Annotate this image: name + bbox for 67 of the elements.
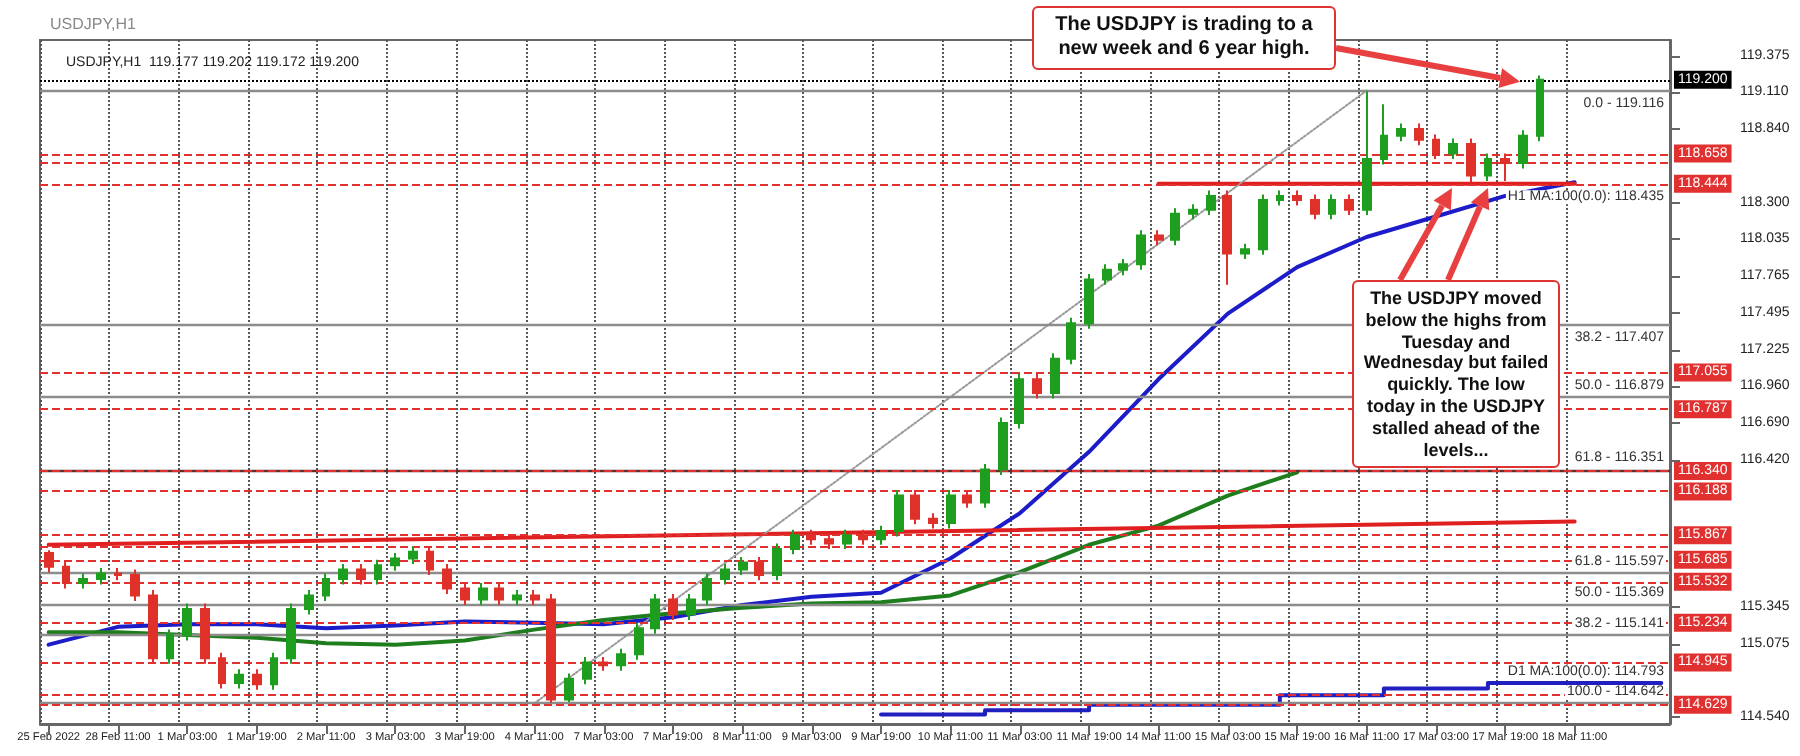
candlestick	[1154, 229, 1164, 247]
candlestick	[946, 489, 956, 530]
candlestick	[790, 528, 800, 556]
candlestick	[1136, 229, 1146, 271]
candlestick	[1240, 242, 1250, 260]
candlestick	[1380, 103, 1388, 166]
candlestick	[582, 655, 592, 686]
candlestick	[842, 528, 852, 550]
candlestick	[1258, 193, 1268, 256]
candlestick	[1188, 203, 1198, 221]
candlestick	[1344, 193, 1354, 217]
candlestick	[286, 602, 296, 665]
candlestick	[980, 463, 990, 509]
candlestick	[234, 668, 244, 690]
candlestick	[634, 621, 644, 661]
candlestick	[702, 572, 712, 606]
candlestick	[182, 602, 192, 642]
candlestick	[720, 562, 730, 586]
candlestick	[1518, 129, 1528, 170]
candlestick	[1170, 207, 1180, 247]
candlestick	[616, 647, 626, 672]
candlestick	[1050, 352, 1060, 400]
candlestick	[650, 593, 660, 635]
candlestick	[928, 512, 938, 530]
candlestick	[1206, 189, 1216, 217]
candlestick	[390, 552, 400, 572]
candlestick	[1276, 189, 1284, 207]
candlestick	[564, 672, 574, 704]
candlestick	[1014, 372, 1024, 430]
candlestick	[270, 651, 278, 691]
candlestick	[408, 545, 418, 565]
candlestick	[1084, 272, 1094, 330]
candlestick	[96, 567, 106, 586]
callout: The USDJPY is trading to a new week and 6 year high.	[1032, 6, 1336, 70]
candlestick	[1448, 137, 1458, 161]
candlestick	[530, 588, 540, 606]
candlestick	[322, 572, 330, 602]
candlestick	[512, 588, 522, 606]
candlestick	[894, 489, 904, 538]
candlestick	[304, 588, 314, 616]
candlestick	[166, 628, 174, 665]
candlestick	[252, 668, 262, 691]
candlestick	[1362, 90, 1372, 217]
candlestick	[668, 593, 678, 622]
candlestick	[1066, 316, 1076, 366]
callout: The USDJPY moved below the highs from Tuesday and Wednesday but failed quickly. The low today in the USDJPY stalled ahead of the levels...	[1352, 280, 1560, 469]
candlestick	[1328, 193, 1336, 221]
candlestick	[78, 572, 88, 590]
candlestick	[1118, 257, 1128, 277]
candlestick	[1484, 152, 1492, 182]
candlestick	[374, 558, 382, 586]
candlestick	[1536, 74, 1544, 143]
candlestick	[772, 542, 782, 582]
candlestick	[1102, 263, 1112, 286]
candlestick	[1222, 189, 1232, 286]
chart-title: USDJPY,H1	[50, 15, 138, 33]
candlestick	[1292, 189, 1302, 207]
candlestick	[998, 416, 1008, 477]
candlestick	[338, 562, 348, 586]
line-series	[46, 470, 1300, 647]
candlestick	[1414, 122, 1424, 147]
candlestick	[686, 593, 696, 622]
candlestick	[1396, 122, 1406, 143]
candlestick	[738, 556, 748, 576]
candlestick	[478, 582, 488, 606]
candlestick	[876, 524, 886, 546]
candlestick	[1310, 193, 1320, 221]
